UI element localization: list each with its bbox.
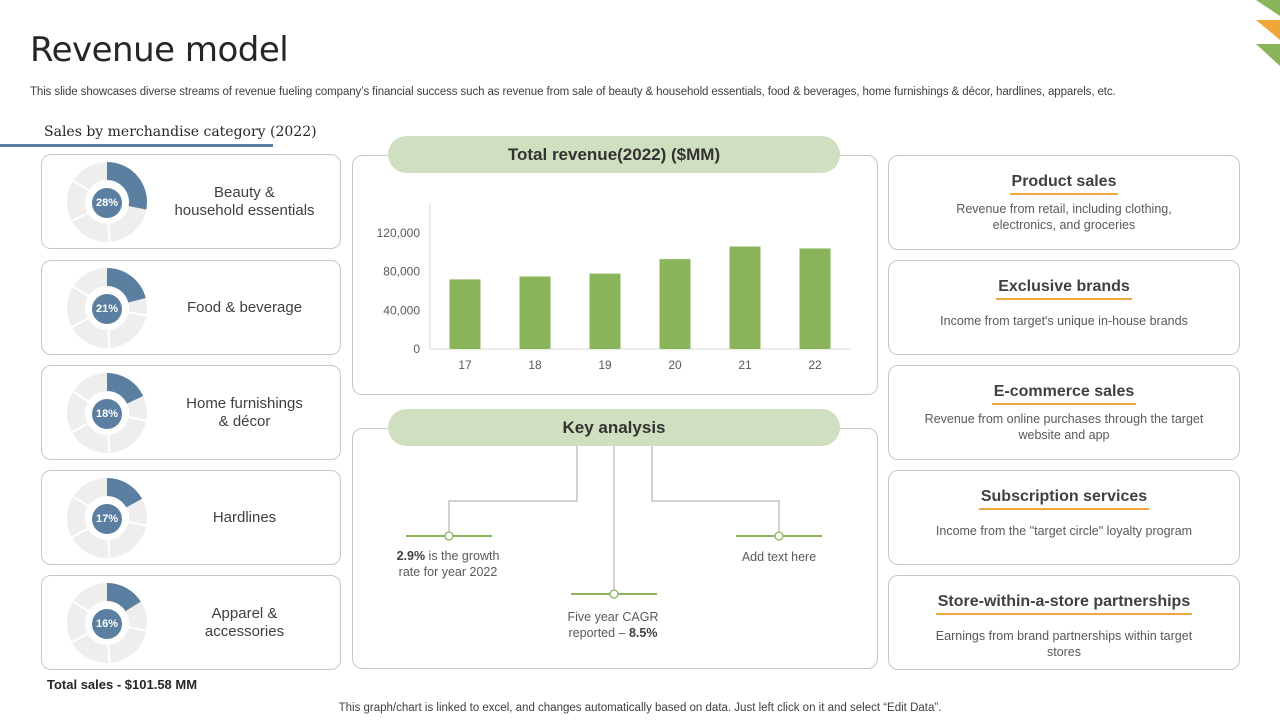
donut-slice [107,268,146,303]
category-card: 21% Food & beverage [41,260,341,355]
x-tick-label: 19 [598,358,612,372]
revenue-bar[interactable] [519,276,551,350]
growth-text: is the growth rate for year 2022 [398,549,500,579]
key-analysis-connectors [406,445,822,599]
donut-chart [67,583,148,664]
category-label: Hardlines [212,508,277,526]
donut-separator [107,328,111,349]
y-tick-label: 0 [413,342,420,356]
x-tick-label: 22 [808,358,822,372]
cagr-value: 8.5% [628,626,658,640]
category-card: 18% Home furnishings & décor [41,365,341,460]
revenue-stream-desc: Income from target's unique in-house bra… [940,314,1188,328]
total-sales: Total sales - $101.58 MM [47,677,198,692]
donut-slice [107,583,141,612]
donut-separator [71,390,90,403]
category-card: 28% Beauty & household essentials [41,154,341,249]
revenue-stream-title: E-commerce sales [991,383,1137,405]
key-analysis-cagr: Five year CAGR reported – 8.5% [538,609,688,641]
donut-separator [71,495,90,508]
donut-separator [127,415,148,422]
donut-separator [70,422,90,434]
donut-separator [70,527,90,539]
slide-subtitle: This slide showcases diverse streams of … [30,86,1116,98]
donut-separator [107,538,111,559]
donut-percent: 17% [92,504,122,534]
donut-separator [71,179,90,192]
revenue-stream-title: Product sales [1009,173,1119,195]
revenue-stream-desc: Income from the "target circle" loyalty … [935,524,1193,538]
donut-separator [71,285,90,298]
x-tick-label: 18 [528,358,542,372]
x-tick-label: 17 [458,358,472,372]
revenue-stream-desc: Revenue from retail, including clothing,… [956,202,1172,232]
donut-separator [107,222,111,243]
slide-title: Revenue model [30,30,289,70]
donut-separator [127,310,148,317]
corner-decoration [1256,0,1280,66]
donut-separator [70,632,90,644]
category-label: Food & beverage [186,298,303,316]
revenue-bar[interactable] [589,273,621,349]
y-tick-label: 80,000 [383,265,420,279]
slide-footer-note: This graph/chart is linked to excel, and… [338,702,942,714]
revenue-bar[interactable] [799,248,831,349]
key-analysis-title: Key analysis [388,409,840,446]
growth-value: 2.9% [396,549,426,563]
revenue-stream-card: Store-within-a-store partnerships Earnin… [888,575,1240,670]
donut-slice [107,162,147,210]
key-analysis-placeholder[interactable]: Add text here [741,550,817,564]
category-label: Beauty & household essentials [174,183,315,219]
revenue-stream-title: Store-within-a-store partnerships [935,593,1193,615]
category-label: Home furnishings & décor [186,394,303,430]
category-label: Apparel & accessories [204,604,285,640]
category-card: 17% Hardlines [41,470,341,565]
revenue-stream-card: Product sales Revenue from retail, inclu… [888,155,1240,250]
revenue-bar[interactable] [729,246,761,349]
x-tick-label: 20 [668,358,682,372]
donut-slice [107,478,143,508]
revenue-stream-card: E-commerce sales Revenue from online pur… [888,365,1240,460]
revenue-stream-desc: Revenue from online purchases through th… [924,412,1204,442]
donut-percent: 21% [92,294,122,324]
revenue-stream-title: Exclusive brands [996,278,1132,300]
revenue-stream-card: Subscription services Income from the "t… [888,470,1240,565]
donut-percent: 16% [92,609,122,639]
revenue-stream-card: Exclusive brands Income from target's un… [888,260,1240,355]
y-tick-label: 120,000 [377,226,421,240]
sales-by-category-heading: Sales by merchandise category (2022) [44,124,317,140]
revenue-chart-title: Total revenue(2022) ($MM) [388,136,840,173]
y-tick-label: 40,000 [383,303,420,317]
revenue-stream-desc: Earnings from brand partnerships within … [935,629,1193,659]
donut-separator [127,520,148,527]
revenue-bar[interactable] [659,259,691,349]
donut-chart [67,373,148,454]
donut-percent: 18% [92,399,122,429]
donut-percent: 28% [92,188,122,218]
revenue-bar-chart[interactable]: 0 40,000 80,000 120,000 17 18 19 20 21 22 [360,190,860,385]
donut-chart [67,162,147,243]
donut-separator [70,317,90,329]
key-analysis-panel [352,428,878,669]
donut-separator [107,643,111,664]
donut-chart [67,268,148,349]
donut-separator [127,625,148,632]
donut-slice [107,373,144,404]
donut-separator [107,433,111,454]
donut-chart [67,478,148,559]
key-analysis-growth: 2.9% is the growth rate for year 2022 [373,548,523,580]
category-card: 16% Apparel & accessories [41,575,341,670]
donut-separator [71,600,90,613]
donut-separator [70,211,90,223]
heading-underline [0,144,273,147]
x-tick-label: 21 [738,358,752,372]
revenue-bar[interactable] [449,279,481,349]
cagr-text: Five year CAGR reported – [567,610,659,640]
revenue-stream-title: Subscription services [978,488,1150,510]
